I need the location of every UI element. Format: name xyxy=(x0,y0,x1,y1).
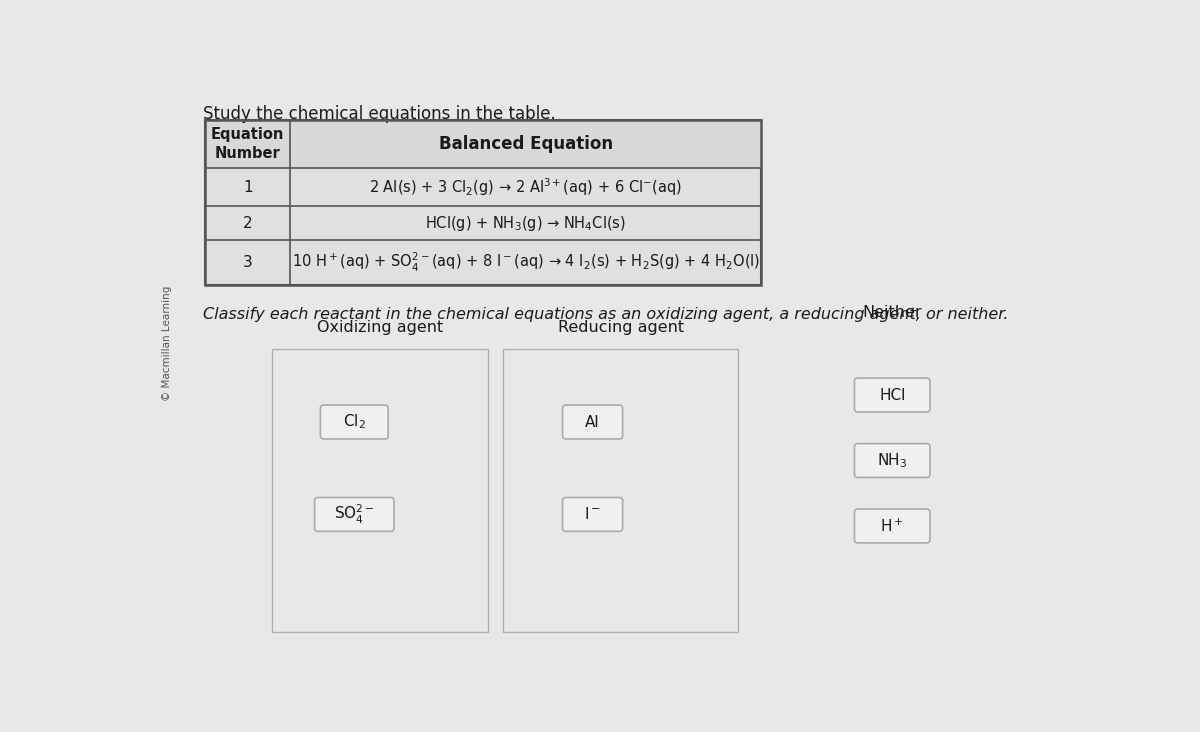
Text: 10 H$^+$(aq) + SO$_4^{2-}$(aq) + 8 I$^-$(aq) → 4 I$_2$(s) + H$_2$S(g) + 4 H$_2$O: 10 H$^+$(aq) + SO$_4^{2-}$(aq) + 8 I$^-$… xyxy=(292,251,760,274)
Text: I$^-$: I$^-$ xyxy=(584,507,601,523)
Text: Cl$_2$: Cl$_2$ xyxy=(343,413,366,431)
Text: NH$_3$: NH$_3$ xyxy=(877,451,907,470)
Text: 2 Al(s) + 3 Cl$_2$(g) → 2 Al$^{3+}$(aq) + 6 Cl$^{-}$(aq): 2 Al(s) + 3 Cl$_2$(g) → 2 Al$^{3+}$(aq) … xyxy=(370,176,682,198)
FancyBboxPatch shape xyxy=(563,405,623,439)
Text: Study the chemical equations in the table.: Study the chemical equations in the tabl… xyxy=(203,105,556,123)
FancyBboxPatch shape xyxy=(854,378,930,412)
Bar xyxy=(503,349,738,632)
Text: Classify each reactant in the chemical equations as an oxidizing agent, a reduci: Classify each reactant in the chemical e… xyxy=(203,307,1008,321)
FancyBboxPatch shape xyxy=(314,498,394,531)
Text: 1: 1 xyxy=(242,179,252,195)
Text: SO$_4^{2-}$: SO$_4^{2-}$ xyxy=(334,503,374,526)
FancyBboxPatch shape xyxy=(320,405,388,439)
Text: 3: 3 xyxy=(242,255,252,270)
Bar xyxy=(205,120,761,168)
Bar xyxy=(205,120,761,285)
Text: Neither: Neither xyxy=(863,305,922,320)
FancyBboxPatch shape xyxy=(563,498,623,531)
Text: Al: Al xyxy=(586,414,600,430)
Text: Reducing agent: Reducing agent xyxy=(558,320,684,335)
Text: HCl: HCl xyxy=(880,387,905,403)
Text: H$^+$: H$^+$ xyxy=(881,518,904,534)
Bar xyxy=(272,349,488,632)
Text: Balanced Equation: Balanced Equation xyxy=(439,135,613,153)
Text: Oxidizing agent: Oxidizing agent xyxy=(317,320,443,335)
FancyBboxPatch shape xyxy=(854,509,930,543)
Text: HCl(g) + NH$_3$(g) → NH$_4$Cl(s): HCl(g) + NH$_3$(g) → NH$_4$Cl(s) xyxy=(425,214,626,233)
Text: © Macmillan Learning: © Macmillan Learning xyxy=(162,285,172,401)
Text: 2: 2 xyxy=(242,216,252,231)
Bar xyxy=(205,120,761,285)
Text: Equation
Number: Equation Number xyxy=(211,127,284,161)
FancyBboxPatch shape xyxy=(854,444,930,477)
